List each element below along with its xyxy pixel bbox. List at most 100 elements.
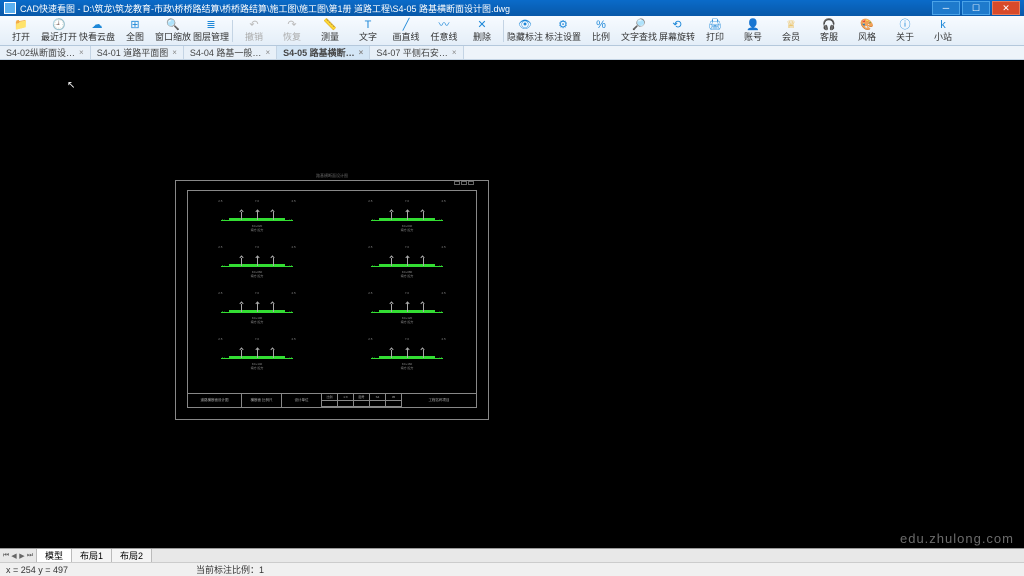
zoomwin-button[interactable]: 🔍窗口缩放 — [154, 17, 192, 45]
scale-label: 比例 — [592, 33, 610, 42]
watermark: edu.zhulong.com — [900, 531, 1014, 546]
tb-project: 工程名称项目 — [402, 394, 476, 407]
service-label: 客服 — [820, 33, 838, 42]
hidedim-label: 隐藏标注 — [507, 33, 543, 42]
cross-section-6: 2.57.02.5 K0+140填方 挖方 — [202, 339, 312, 379]
layout-tab-2[interactable]: 布局2 — [112, 549, 152, 562]
findtext-icon: 🔎 — [632, 20, 646, 32]
document-tabs: S4-02纵断面设…×S4-01 道路平面图×S4-04 路基一般…×S4-05… — [0, 46, 1024, 60]
doc-tab-2[interactable]: S4-04 路基一般…× — [184, 46, 277, 59]
line-button[interactable]: ╱画直线 — [387, 17, 425, 45]
cross-section-0: 2.57.02.5 K0+020填方 挖方 — [202, 201, 312, 241]
findtext-button[interactable]: 🔎文字查找 — [620, 17, 658, 45]
minimize-button[interactable]: ─ — [932, 1, 960, 15]
scale-button[interactable]: %比例 — [582, 17, 620, 45]
recent-label: 最近打开 — [41, 33, 77, 42]
vip-icon: ♕ — [784, 20, 798, 32]
full-icon: ⊞ — [128, 20, 142, 32]
layout-tabs: ⏮◀▶⏭ 模型布局1布局2 — [0, 548, 1024, 562]
rotate-label: 屏幕旋转 — [659, 33, 695, 42]
freeline-button[interactable]: 〰任意线 — [425, 17, 463, 45]
scale-icon: % — [594, 20, 608, 32]
layout-tab-1[interactable]: 布局1 — [72, 549, 112, 562]
helper-label: 小站 — [934, 33, 952, 42]
account-icon: 👤 — [746, 20, 760, 32]
delete-button[interactable]: ✕删除 — [463, 17, 501, 45]
undo-button[interactable]: ↶撤销 — [235, 17, 273, 45]
findtext-label: 文字查找 — [621, 33, 657, 42]
drawing-canvas[interactable]: ↖ 路基横断面设计图 2.57.02.5 K0+020填方 挖方 2.57.02… — [0, 60, 1024, 548]
doc-tab-4[interactable]: S4-07 平侧石安… × — [370, 46, 463, 59]
layers-icon: ≣ — [204, 20, 218, 32]
cross-sections: 2.57.02.5 K0+020填方 挖方 2.57.02.5 K0+040填方… — [202, 201, 462, 379]
layers-label: 图层管理 — [193, 33, 229, 42]
open-button[interactable]: 📁打开 — [2, 17, 40, 45]
tab-close-icon[interactable]: × — [172, 48, 177, 57]
dimset-button[interactable]: ⚙标注设置 — [544, 17, 582, 45]
cross-section-2: 2.57.02.5 K0+060填方 挖方 — [202, 247, 312, 287]
print-button[interactable]: 🖨打印 — [696, 17, 734, 45]
tb-grid: 比例1:X图号S405 — [322, 394, 402, 407]
delete-label: 删除 — [473, 33, 491, 42]
layout-tab-0[interactable]: 模型 — [37, 549, 72, 562]
window-title: CAD快速看图 - D:\筑龙\筑龙教育-市政\桥桥路结算\桥桥路结算\施工图\… — [20, 2, 932, 15]
tab-label: S4-05 路基横断… — [283, 46, 355, 59]
vip-button[interactable]: ♕会员 — [772, 17, 810, 45]
text-icon: T — [361, 20, 375, 32]
status-scale: 当前标注比例：1 — [196, 563, 1018, 576]
measure-button[interactable]: 📏测量 — [311, 17, 349, 45]
service-icon: 🎧 — [822, 20, 836, 32]
rotate-button[interactable]: ⟲屏幕旋转 — [658, 17, 696, 45]
doc-tab-3[interactable]: S4-05 路基横断… × — [277, 46, 370, 59]
doc-tab-1[interactable]: S4-01 道路平面图× — [91, 46, 184, 59]
helper-button[interactable]: k小站 — [924, 17, 962, 45]
tab-label: S4-04 路基一般… — [190, 46, 262, 59]
full-button[interactable]: ⊞全图 — [116, 17, 154, 45]
text-button[interactable]: T文字 — [349, 17, 387, 45]
measure-label: 测量 — [321, 33, 339, 42]
doc-tab-0[interactable]: S4-02纵断面设…× — [0, 46, 91, 59]
zoomwin-icon: 🔍 — [166, 20, 180, 32]
main-toolbar: 📁打开🕘最近打开☁快看云盘⊞全图🔍窗口缩放≣图层管理↶撤销↷恢复📏测量T文字╱画… — [0, 16, 1024, 46]
dimset-icon: ⚙ — [556, 20, 570, 32]
cursor-icon: ↖ — [67, 80, 75, 91]
tb-drawing-name: 道路横断面设计图 — [188, 394, 242, 407]
cross-section-4: 2.57.02.5 K0+100填方 挖方 — [202, 293, 312, 333]
account-label: 账号 — [744, 33, 762, 42]
zoomwin-label: 窗口缩放 — [155, 33, 191, 42]
tab-nav-arrows[interactable]: ⏮◀▶⏭ — [0, 549, 37, 562]
hidedim-button[interactable]: 👁隐藏标注 — [506, 17, 544, 45]
line-icon: ╱ — [399, 20, 413, 32]
cloud-button[interactable]: ☁快看云盘 — [78, 17, 116, 45]
text-label: 文字 — [359, 33, 377, 42]
freeline-icon: 〰 — [437, 20, 451, 32]
tab-close-icon[interactable]: × — [79, 48, 84, 57]
drawing-sheet: 路基横断面设计图 2.57.02.5 K0+020填方 挖方 2.57.02.5… — [175, 180, 489, 420]
recent-button[interactable]: 🕘最近打开 — [40, 17, 78, 45]
sheet-marks — [454, 181, 474, 185]
redo-icon: ↷ — [285, 20, 299, 32]
freeline-label: 任意线 — [430, 33, 457, 42]
about-label: 关于 — [896, 33, 914, 42]
undo-icon: ↶ — [247, 20, 261, 32]
redo-button[interactable]: ↷恢复 — [273, 17, 311, 45]
tab-close-icon[interactable]: × — [452, 48, 457, 57]
account-button[interactable]: 👤账号 — [734, 17, 772, 45]
open-icon: 📁 — [14, 20, 28, 32]
style-icon: 🎨 — [860, 20, 874, 32]
style-button[interactable]: 🎨风格 — [848, 17, 886, 45]
about-button[interactable]: ⓘ关于 — [886, 17, 924, 45]
layers-button[interactable]: ≣图层管理 — [192, 17, 230, 45]
window-buttons: ─ ☐ ✕ — [932, 1, 1020, 15]
rotate-icon: ⟲ — [670, 20, 684, 32]
tab-close-icon[interactable]: × — [359, 48, 364, 57]
service-button[interactable]: 🎧客服 — [810, 17, 848, 45]
maximize-button[interactable]: ☐ — [962, 1, 990, 15]
cloud-icon: ☁ — [90, 20, 104, 32]
measure-icon: 📏 — [323, 20, 337, 32]
tab-label: S4-07 平侧石安… — [376, 46, 448, 59]
cloud-label: 快看云盘 — [79, 33, 115, 42]
about-icon: ⓘ — [898, 20, 912, 32]
tab-close-icon[interactable]: × — [265, 48, 270, 57]
close-button[interactable]: ✕ — [992, 1, 1020, 15]
